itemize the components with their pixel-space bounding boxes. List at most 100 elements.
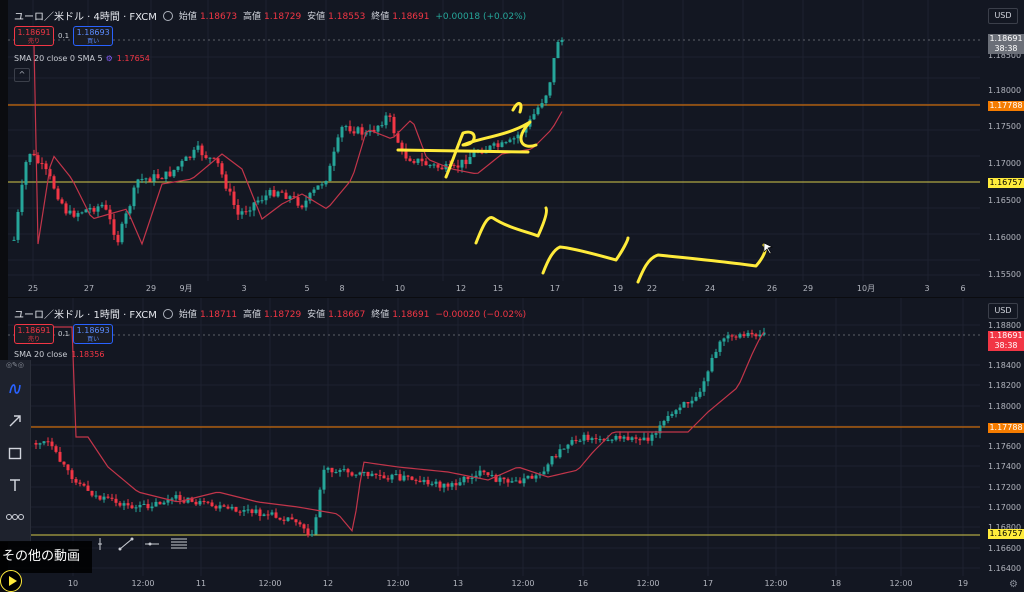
pattern-icon[interactable]	[0, 504, 30, 530]
candle-body	[730, 335, 734, 337]
candle-body	[438, 481, 442, 488]
candle-body	[86, 485, 90, 491]
candlestick-chart-1h[interactable]: 1.188001.186001.184001.182001.180001.178…	[8, 298, 1024, 592]
currency-select[interactable]: USD	[988, 303, 1018, 319]
candle-body	[506, 479, 510, 483]
candle-body	[452, 164, 456, 166]
candle-body	[342, 469, 346, 471]
ohlc-readout: 始値 1.18673 高値 1.18729 安値 1.18553 終値 1.18691 …	[179, 9, 529, 22]
candle-body	[362, 471, 366, 473]
candle-body	[278, 517, 282, 520]
candle-body	[116, 234, 120, 243]
rectangle-icon[interactable]	[0, 440, 30, 466]
candle-body	[98, 495, 102, 500]
candle-body	[574, 440, 578, 442]
candle-body	[296, 197, 300, 206]
candle-body	[546, 464, 550, 472]
mouse-cursor-icon	[763, 242, 773, 255]
candle-body	[332, 151, 336, 166]
eye-icon[interactable]	[162, 10, 173, 21]
candle-body	[460, 159, 464, 168]
buy-button[interactable]: 1.18693 買い	[73, 26, 114, 46]
curve-icon[interactable]	[0, 376, 30, 402]
candle-body	[208, 157, 212, 159]
time-tick: 10月	[857, 284, 875, 293]
settings-icon[interactable]: ⚙	[105, 54, 113, 63]
trendline-icon[interactable]	[118, 536, 134, 551]
collapse-caret-icon[interactable]: ^	[14, 68, 30, 82]
candle-body	[64, 203, 68, 214]
sell-button[interactable]: 1.18691 売り	[14, 26, 54, 46]
candle-body	[230, 506, 234, 509]
candle-body	[714, 351, 718, 358]
price-tick: 1.16800	[988, 523, 1021, 532]
candle-body	[380, 125, 384, 127]
time-tick: 12	[456, 284, 466, 293]
candle-body	[226, 506, 230, 509]
time-tick: 19	[958, 579, 968, 588]
time-tick: 3	[241, 284, 246, 293]
candle-body	[360, 127, 364, 135]
eye-icon[interactable]	[162, 308, 173, 319]
indicator-legend[interactable]: SMA 20 close 1.18356	[14, 350, 104, 359]
candle-body	[202, 501, 206, 503]
candle-body	[60, 199, 64, 204]
candle-body	[686, 402, 690, 404]
chart-pane-4h[interactable]: 1.18500 1.18000 1.17500 1.17000 1.16500 1.160…	[8, 0, 1024, 297]
chart-pane-1h[interactable]: 1.188001.186001.184001.182001.180001.178…	[8, 298, 1024, 592]
candle-body	[316, 185, 320, 190]
candle-body	[400, 142, 404, 150]
candle-body	[270, 512, 274, 515]
candle-body	[320, 184, 324, 186]
indicator-legend[interactable]: SMA 20 close 0 SMA 5 ⚙ 1.17654	[14, 54, 150, 63]
candle-body	[348, 126, 352, 132]
currency-select[interactable]: USD	[988, 8, 1018, 24]
candle-body	[532, 114, 536, 120]
symbol-title[interactable]: ユーロ／米ドル · 4時間 · FXCM	[14, 12, 157, 23]
candle-body	[38, 443, 42, 445]
more-videos-label[interactable]: その他の動画	[0, 541, 92, 573]
candle-body	[622, 436, 626, 439]
chart-settings-icon[interactable]: ⚙	[1009, 579, 1018, 590]
candle-body	[242, 510, 246, 512]
candle-body	[262, 514, 266, 517]
candle-body	[504, 142, 508, 144]
sell-button[interactable]: 1.18691 売り	[14, 324, 54, 344]
symbol-title[interactable]: ユーロ／米ドル · 1時間 · FXCM	[14, 310, 157, 321]
buy-button[interactable]: 1.18693 買い	[73, 324, 114, 344]
play-icon[interactable]	[0, 570, 22, 592]
fib-icon[interactable]	[170, 536, 187, 550]
candle-body	[550, 456, 554, 465]
price-tick: 1.16600	[988, 544, 1021, 553]
candle-body	[458, 482, 462, 486]
candle-body	[602, 439, 606, 441]
arrow-icon[interactable]	[0, 408, 30, 434]
horizontal-ray-icon[interactable]	[144, 536, 160, 550]
buy-label: 買い	[87, 38, 100, 45]
candle-body	[52, 176, 56, 189]
candle-body	[762, 332, 766, 335]
candle-body	[426, 479, 430, 485]
text-icon[interactable]	[0, 472, 30, 498]
candle-body	[336, 137, 340, 152]
spread-value: 0.1	[58, 32, 70, 40]
candle-body	[536, 107, 540, 115]
candle-body	[666, 415, 670, 421]
candle-body	[258, 509, 262, 517]
cursor-line-icon[interactable]	[92, 536, 108, 550]
candle-body	[526, 475, 530, 479]
close-value: 1.18691	[392, 310, 430, 320]
candle-body	[182, 500, 186, 503]
candle-body	[650, 434, 654, 441]
sell-price: 1.18691	[17, 28, 51, 37]
candle-body	[174, 495, 178, 499]
candle-body	[402, 475, 406, 481]
candle-body	[156, 174, 160, 179]
candle-body	[200, 145, 204, 156]
toolbar-top-icons[interactable]: ◎✎◎	[5, 361, 25, 369]
candle-body	[436, 164, 440, 168]
candlestick-chart-4h[interactable]: 1.18500 1.18000 1.17500 1.17000 1.16500 1.160…	[8, 0, 1024, 297]
candle-body	[44, 163, 48, 170]
candle-body	[376, 125, 380, 132]
candle-body	[12, 239, 16, 241]
